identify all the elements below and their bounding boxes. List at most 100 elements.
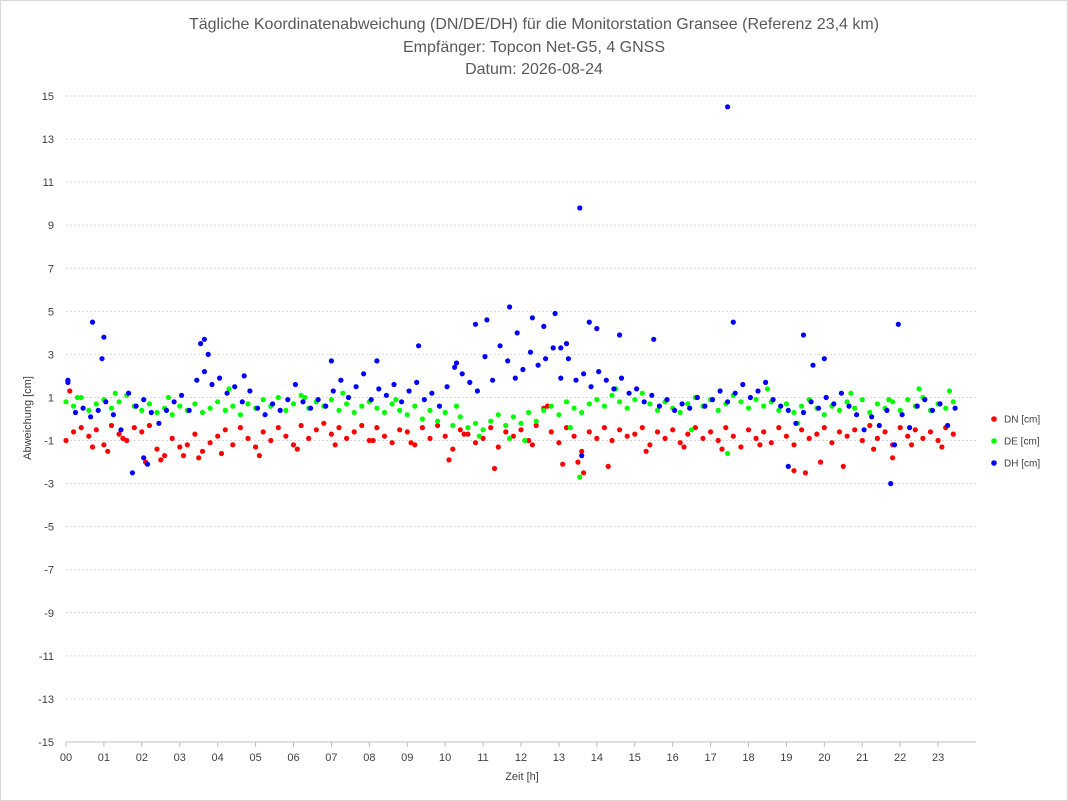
data-point [472,440,479,446]
data-point [567,425,573,431]
data-point [129,470,135,476]
data-point [270,401,276,407]
data-point [852,405,858,411]
data-point [105,448,111,454]
data-point [838,390,845,396]
data-point [730,319,736,325]
data-point [169,435,175,441]
data-point [763,379,769,385]
data-point [747,394,754,401]
data-point [450,422,456,429]
data-point [315,397,321,403]
data-point [624,433,630,439]
data-point [368,397,374,403]
data-point [577,205,583,211]
data-point [302,394,308,401]
data-point [571,405,577,411]
data-point [897,425,903,431]
data-point [457,414,463,420]
data-point [239,399,245,405]
data-point [755,388,761,394]
data-point [821,425,827,431]
data-point [260,397,266,403]
data-point [778,403,784,409]
data-point [586,319,592,325]
data-point [632,397,638,403]
data-point [419,425,425,431]
data-point [108,422,115,429]
data-point [177,403,183,409]
data-point [603,377,609,383]
data-point [78,425,84,431]
data-point [330,388,336,394]
y-tick-label: -7 [44,565,54,577]
data-point [563,399,570,405]
data-point [120,435,126,441]
data-point [526,409,532,416]
data-point [596,369,602,375]
data-point [139,429,145,435]
data-point [290,442,297,448]
data-point [165,394,171,401]
data-point [558,345,564,351]
data-point [313,427,319,433]
legend-marker [991,460,997,466]
data-point [677,409,683,416]
data-point [541,323,547,329]
data-point [141,397,147,403]
data-point [529,442,536,448]
data-point [715,437,721,444]
data-point [503,422,509,429]
y-tick-label: -3 [44,479,54,491]
data-point [543,356,549,362]
y-tick-label: -5 [44,522,54,534]
data-point [783,401,790,407]
data-point [71,429,77,435]
data-point [435,422,441,429]
data-point [677,440,683,446]
x-tick-label: 14 [591,752,603,764]
data-point [552,310,558,317]
data-point [681,444,687,450]
data-point [757,442,763,448]
data-point [298,392,304,398]
data-point [761,403,767,409]
legend-label: DH [cm] [1004,459,1040,470]
data-point [874,435,881,441]
data-point [533,418,539,424]
data-point [290,401,297,407]
data-point [723,425,729,431]
data-point [916,386,922,392]
data-point [548,429,554,435]
data-point [888,481,894,487]
data-point [101,442,107,448]
data-point [905,397,911,403]
data-point [876,422,882,429]
data-point [351,429,357,435]
data-point [874,401,881,407]
data-point [116,399,122,405]
data-point [563,425,570,431]
data-point [453,360,460,366]
data-point [490,377,496,383]
data-point [116,431,122,437]
data-point [647,401,653,407]
data-point [840,463,846,469]
data-point [861,427,867,433]
data-point [446,457,452,463]
y-tick-label: 11 [43,177,54,189]
x-tick-label: 02 [136,752,148,764]
data-point [700,435,706,441]
x-tick-label: 13 [553,752,565,764]
data-point [488,425,494,431]
x-tick-label: 11 [477,752,488,764]
data-point [609,437,615,444]
data-point [495,412,501,418]
data-point [404,412,410,418]
data-point [605,463,611,469]
data-point [459,371,465,377]
data-point [192,401,198,407]
data-point [86,407,92,413]
x-tick-label: 10 [439,752,451,764]
